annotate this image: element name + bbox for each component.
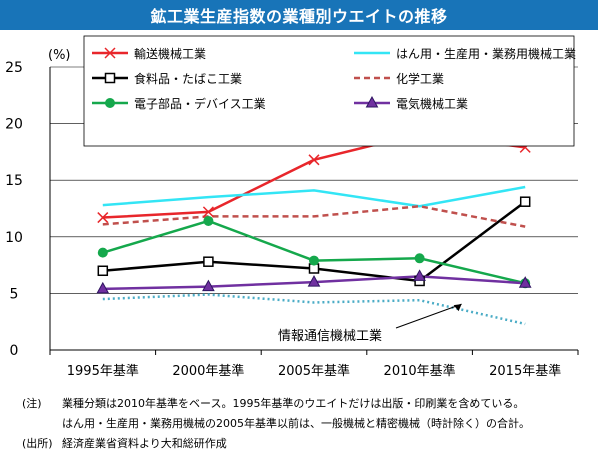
data-point (97, 265, 109, 277)
legend-label: 電子部品・デバイス工業 (134, 96, 266, 111)
legend-marker (104, 47, 116, 59)
data-point (203, 215, 214, 226)
legend-box (83, 35, 575, 147)
data-point (307, 275, 321, 287)
annotation-arrowhead (453, 304, 462, 312)
x-tick-label: 2010年基準 (384, 363, 456, 379)
notes: (注) 業種分類は2010年基準をベース。1995年基準のウエイトだけは出版・印… (22, 394, 530, 454)
y-tick-label: 5 (10, 286, 19, 302)
data-point (202, 279, 215, 292)
y-tick-label: 15 (5, 173, 23, 189)
data-point (414, 253, 425, 264)
note-line-2: はん用・生産用・業務用機械の2005年基準以前は、一般機械と精密機械（時計除く）… (62, 417, 530, 430)
data-point (518, 276, 532, 288)
annotation-arrow (395, 303, 462, 329)
data-point (308, 154, 320, 166)
legend-label: 輸送機械工業 (134, 46, 206, 61)
data-point (413, 269, 426, 281)
legend-marker (104, 72, 116, 84)
series-line (102, 204, 526, 228)
series-line (102, 219, 526, 285)
data-point (202, 206, 214, 218)
series-line (102, 293, 526, 326)
data-point (203, 256, 214, 267)
y-tick-label: 10 (5, 230, 23, 246)
series-line (102, 185, 526, 208)
note-line-1: 業種分類は2010年基準をベース。1995年基準のウエイトだけは出版・印刷業を含… (62, 397, 525, 410)
data-point (309, 255, 319, 266)
data-point (519, 196, 531, 207)
x-tick-label: 2005年基準 (278, 363, 350, 379)
chart-title: 鉱工業生産指数の業種別ウエイトの推移 (150, 7, 448, 26)
y-axis-unit: (%) (48, 48, 71, 63)
legend-label: 化学工業 (396, 71, 444, 86)
data-point (97, 247, 108, 258)
y-tick-label: 0 (10, 343, 19, 359)
note-tag: (注) (22, 397, 42, 410)
data-point (96, 281, 110, 294)
source-text: 経済産業省資料より大和総研作成 (62, 437, 227, 450)
legend-label: はん用・生産用・業務用機械工業 (396, 46, 576, 61)
y-tick-label: 20 (5, 117, 23, 133)
legend-label: 電気機械工業 (396, 96, 468, 111)
source-tag: (出所) (22, 437, 53, 450)
y-tick-label: 25 (5, 60, 23, 76)
legend-label: 食料品・たばこ工業 (134, 71, 242, 86)
x-tick-label: 2000年基準 (172, 363, 244, 379)
title-bar: 鉱工業生産指数の業種別ウエイトの推移 (0, 0, 598, 30)
x-tick-label: 2015年基準 (489, 363, 561, 379)
legend-marker (105, 98, 115, 108)
legend-marker (365, 95, 379, 108)
annotation-label: 情報通信機械工業 (278, 328, 382, 344)
x-tick-label: 1995年基準 (67, 363, 139, 379)
line-chart: 0 5 10 15 20 25 (%) 1995年基準 2000年基準 2005年基準 2010年基… (5, 35, 579, 379)
data-point (97, 212, 109, 224)
